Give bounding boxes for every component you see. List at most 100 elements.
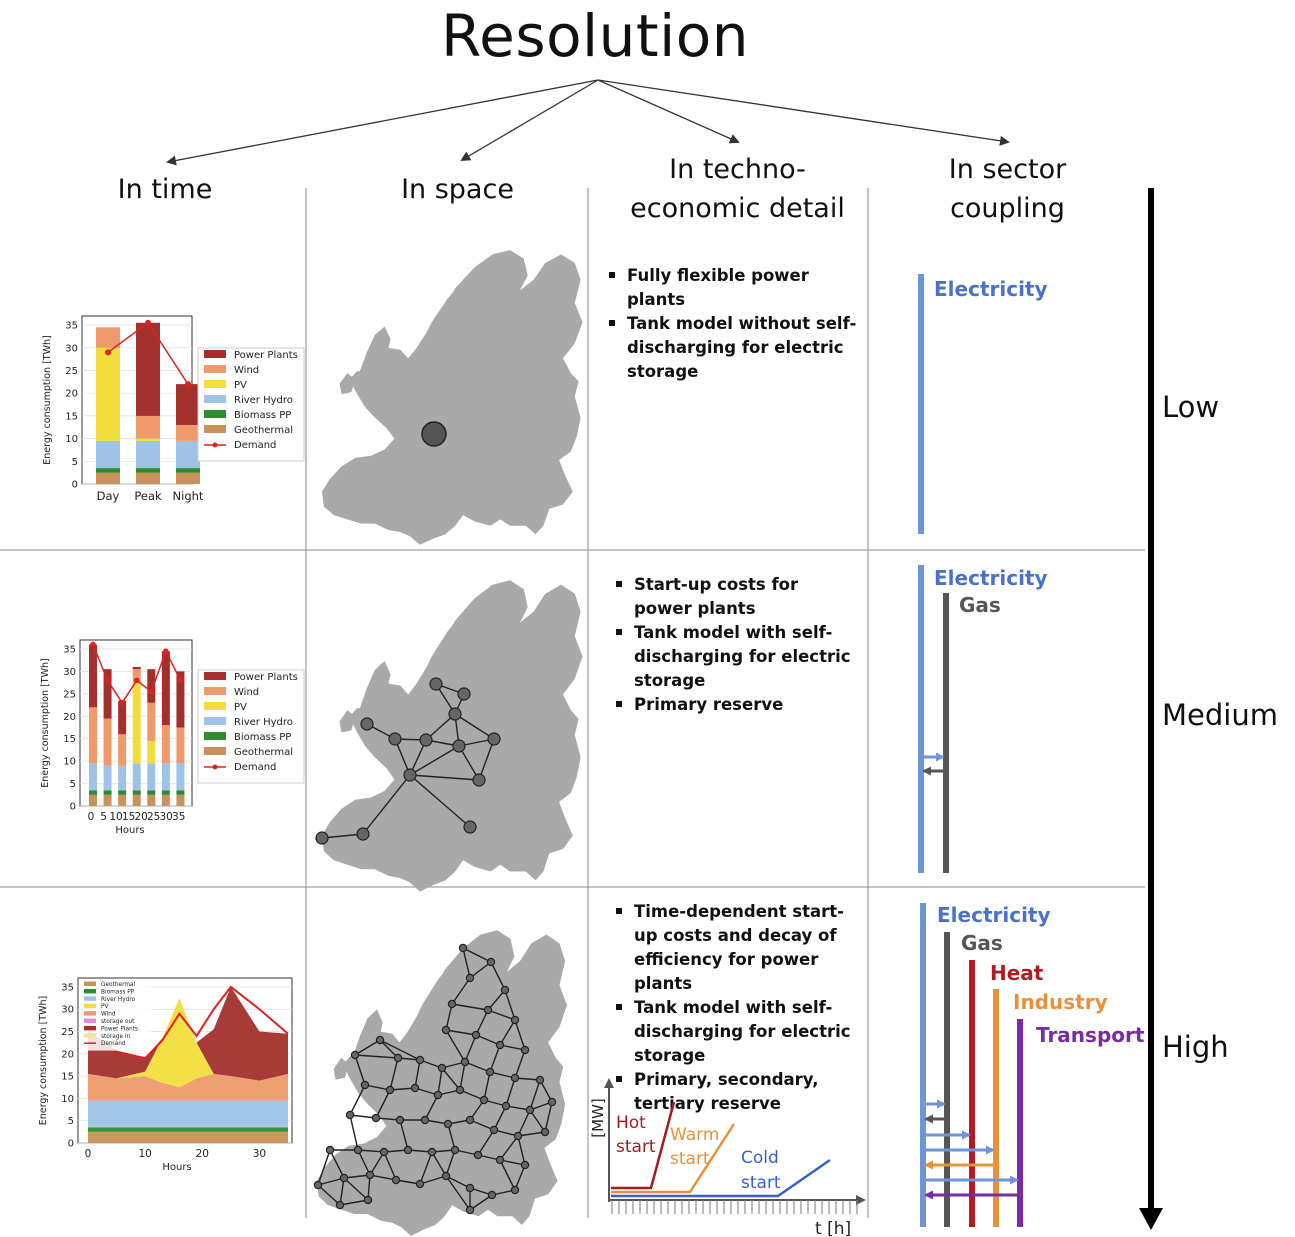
demand-point xyxy=(104,677,111,684)
warm-label-1: Warm xyxy=(670,1125,719,1145)
network-node xyxy=(360,717,374,731)
network-node xyxy=(520,1045,530,1055)
legend-swatch xyxy=(84,1003,96,1009)
y-tick-label: 10 xyxy=(65,434,78,445)
network-edge xyxy=(499,1019,516,1046)
legend-label: Geothermal xyxy=(234,747,293,758)
network-edge xyxy=(317,1149,331,1186)
network-edge xyxy=(489,1071,516,1079)
y-tick-label: 30 xyxy=(63,667,76,678)
list-item: Tank model without self-discharging for … xyxy=(609,312,860,384)
legend-label: Demand xyxy=(234,440,276,451)
network-node xyxy=(510,1073,520,1083)
y-tick-label: 25 xyxy=(65,366,78,377)
x-axis-label: Hours xyxy=(115,825,144,836)
x-tick-label: 30 xyxy=(160,811,173,823)
y-tick-label: 0 xyxy=(72,480,78,491)
legend-swatch xyxy=(204,410,226,418)
network-edge xyxy=(499,1135,519,1161)
y-axis-label: Energy consumption [TWh] xyxy=(42,335,53,464)
bar-segment xyxy=(161,725,170,764)
network-edge xyxy=(424,1094,439,1121)
network-node xyxy=(500,985,510,995)
bar-segment xyxy=(89,707,97,764)
legend-swatch xyxy=(212,442,218,448)
network-node xyxy=(356,827,370,841)
bar-segment xyxy=(161,651,170,726)
legend-label: Biomass PP xyxy=(234,732,291,743)
column-header-sector: In sector coupling xyxy=(948,154,1067,224)
bar-segment xyxy=(147,702,156,741)
network-node xyxy=(403,768,417,782)
network-node xyxy=(463,820,477,834)
bar-segment xyxy=(118,765,127,791)
network-node xyxy=(495,1155,505,1165)
network-node xyxy=(441,1025,451,1035)
bar-segment xyxy=(147,740,156,764)
y-tick-label: 20 xyxy=(61,1049,74,1060)
y-tick-label: 15 xyxy=(61,1072,74,1083)
network-node xyxy=(335,1200,345,1210)
network-node xyxy=(520,1160,530,1170)
network-node xyxy=(465,1205,475,1215)
legend-swatch xyxy=(204,425,226,433)
x-tick-label: 0 xyxy=(85,1148,92,1160)
network-edge xyxy=(354,1054,399,1059)
network-node xyxy=(513,1131,523,1141)
network-edge xyxy=(514,1164,526,1191)
network-edge xyxy=(321,833,364,839)
bar-segment xyxy=(132,790,141,795)
network-node xyxy=(353,1145,363,1155)
network-node xyxy=(483,1005,493,1015)
column-header-techno: In techno-economic detail xyxy=(630,154,845,224)
arrow-to-techno xyxy=(597,79,740,144)
legend-swatch xyxy=(204,395,226,403)
network-edge xyxy=(504,989,516,1021)
resolution-arrow xyxy=(1139,188,1163,1230)
network-edge xyxy=(445,1175,471,1211)
grid-lines xyxy=(0,188,1145,1218)
network-node xyxy=(403,1145,413,1155)
land-mainland xyxy=(321,580,583,892)
bar-segment xyxy=(96,472,120,484)
network-edge xyxy=(464,1034,477,1063)
legend-swatch xyxy=(84,988,96,994)
legend-label: River Hydro xyxy=(234,717,293,728)
demand-point xyxy=(133,677,140,684)
arrow-to-space xyxy=(460,79,599,162)
legend-swatch xyxy=(204,672,226,680)
cold-label-2: start xyxy=(741,1173,781,1193)
x-tick-label: Day xyxy=(97,489,120,503)
bar-segment xyxy=(176,440,200,469)
network-edge xyxy=(379,1039,399,1059)
bar-segment xyxy=(161,790,170,795)
network-high xyxy=(313,943,557,1215)
network-node xyxy=(371,1113,381,1123)
network-edge xyxy=(489,1044,501,1073)
bar-segment xyxy=(176,472,200,484)
network-edge xyxy=(514,1019,526,1051)
sector-lines-high xyxy=(920,903,1023,1227)
land-ireland xyxy=(333,1057,349,1080)
legend-label: Geothermal xyxy=(101,982,136,988)
network-node xyxy=(460,1057,470,1067)
network-node xyxy=(345,1110,355,1120)
area-series xyxy=(88,1131,288,1143)
bar-segment xyxy=(132,763,141,791)
network-node xyxy=(339,1173,349,1183)
demand-point xyxy=(177,677,184,684)
legend-swatch xyxy=(84,1018,96,1023)
land-scandinavia xyxy=(410,934,502,1049)
demand-point xyxy=(105,349,111,356)
sector-label-electricity-high: Electricity xyxy=(937,903,1051,927)
x-tick-label: 35 xyxy=(172,811,185,823)
cold-label-1: Cold xyxy=(741,1148,779,1168)
bar-segment xyxy=(132,666,141,670)
network-node xyxy=(452,739,466,753)
network-edge xyxy=(477,1129,495,1156)
arrow-to-sector xyxy=(597,79,1010,146)
network-edge xyxy=(389,1057,399,1091)
legend-label: Biomass PP xyxy=(101,989,135,995)
legend-swatch xyxy=(84,996,96,1001)
bar-segment xyxy=(161,763,170,791)
